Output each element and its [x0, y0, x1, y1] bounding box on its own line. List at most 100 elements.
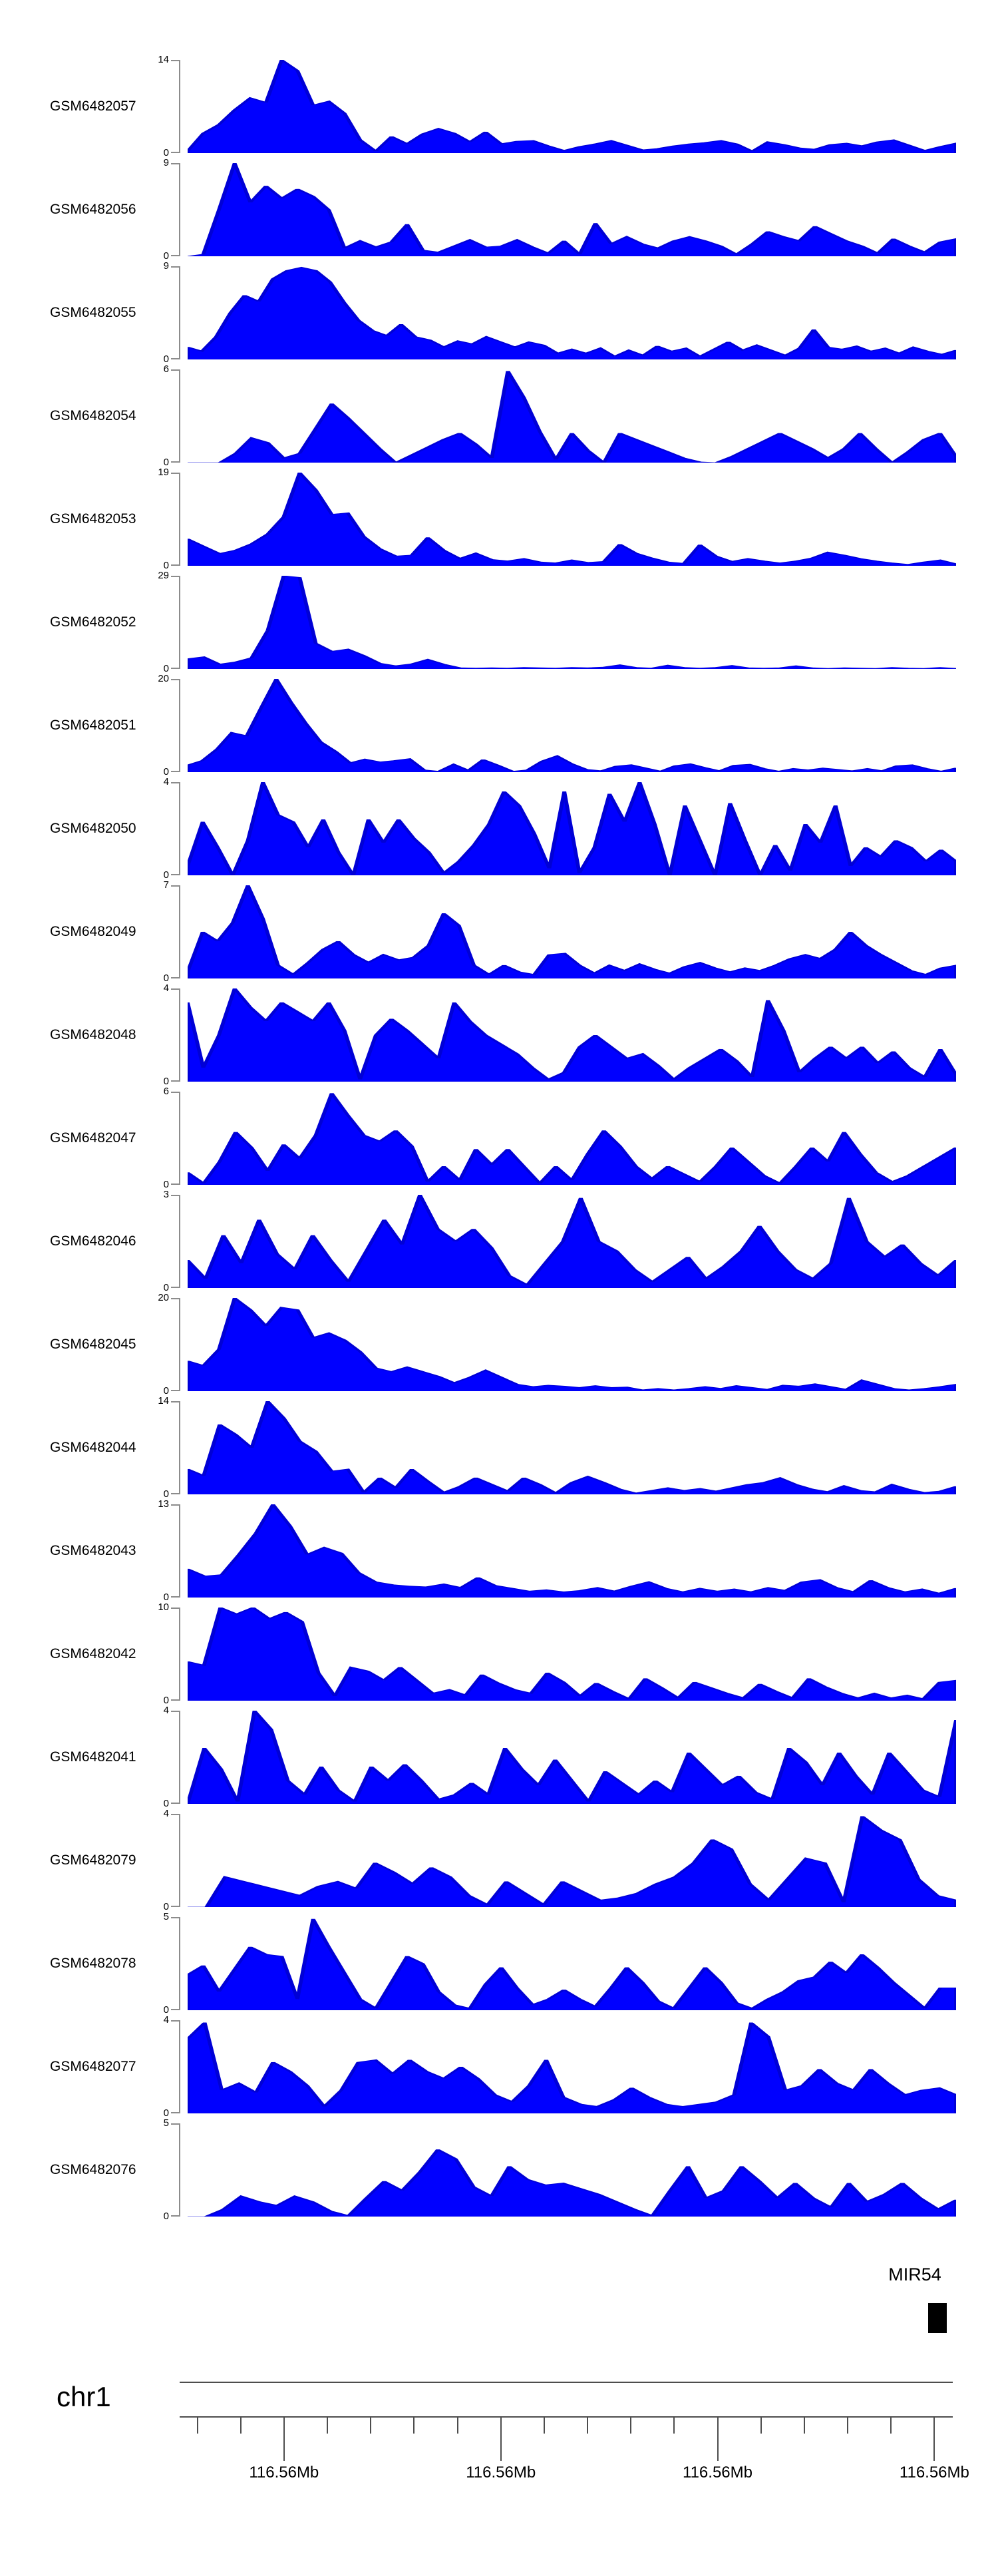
y-axis-bottom-tick: [171, 1287, 180, 1288]
y-axis-zero-label: 0: [163, 2004, 169, 2016]
y-axis-bottom-tick: [171, 255, 180, 256]
track-label: GSM6482045: [50, 1337, 136, 1352]
track-label: GSM6482053: [50, 511, 136, 527]
gene-annotation-label: MIR54: [888, 2264, 941, 2284]
coverage-area: [188, 2149, 956, 2217]
track-label: GSM6482048: [50, 1027, 136, 1042]
ruler-minor-tick: [803, 2417, 805, 2434]
coverage-area-plot: [188, 266, 956, 359]
coverage-area-plot: [188, 1504, 956, 1598]
y-axis-max-label: 4: [163, 1705, 169, 1716]
coverage-area: [188, 1504, 956, 1598]
y-axis-bottom-tick: [171, 1803, 180, 1804]
track-row: GSM6482041 4 0: [0, 1705, 998, 1814]
y-axis-line: [179, 988, 180, 1082]
y-axis-max-label: 4: [163, 1808, 169, 1819]
coverage-area-plot: [188, 782, 956, 875]
coverage-area-plot: [188, 2149, 956, 2217]
y-axis-max-label: 7: [163, 879, 169, 891]
y-axis-max-label: 19: [158, 467, 169, 478]
ruler-minor-tick: [543, 2417, 545, 2434]
track-label: GSM6482046: [50, 1233, 136, 1249]
y-axis-bottom-tick: [171, 2215, 180, 2217]
y-axis-max-label: 9: [163, 260, 169, 272]
chromosome-line: [180, 2382, 953, 2383]
y-axis-bottom-tick: [171, 1596, 180, 1598]
coverage-area: [188, 473, 956, 566]
y-axis-line: [179, 576, 180, 669]
coverage-area-plot: [188, 1093, 956, 1185]
y-axis-bottom-tick: [171, 358, 180, 359]
y-axis-zero-label: 0: [163, 353, 169, 365]
y-axis-max-label: 6: [163, 363, 169, 375]
track-label: GSM6482049: [50, 924, 136, 939]
ruler-line: [180, 2416, 953, 2418]
y-axis-top-tick: [171, 1401, 180, 1402]
track-row: GSM6482049 7 0: [0, 880, 998, 988]
y-axis-bottom-tick: [171, 564, 180, 566]
y-axis-top-tick: [171, 2123, 180, 2125]
y-axis-max-label: 14: [158, 54, 169, 65]
y-axis-top-tick: [171, 1504, 180, 1506]
ruler-minor-tick: [630, 2417, 632, 2434]
y-axis-top-tick: [171, 60, 180, 61]
y-axis-max-label: 5: [163, 2117, 169, 2129]
y-axis-top-tick: [171, 1092, 180, 1093]
y-axis-zero-label: 0: [163, 1695, 169, 1706]
y-axis-top-tick: [171, 1917, 180, 1918]
ruler-minor-tick: [847, 2417, 849, 2434]
y-axis-bottom-tick: [171, 1080, 180, 1082]
track-row: GSM6482053 19 0: [0, 467, 998, 576]
y-axis-zero-label: 0: [163, 2211, 169, 2222]
track-row: GSM6482046 3 0: [0, 1189, 998, 1298]
y-axis-line: [179, 2123, 180, 2217]
y-axis-bottom-tick: [171, 1390, 180, 1391]
coverage-area: [188, 163, 956, 256]
y-axis-top-tick: [171, 782, 180, 783]
track-label: GSM6482055: [50, 305, 136, 320]
track-label: GSM6482041: [50, 1749, 136, 1765]
ruler-major-tick: [717, 2417, 719, 2461]
y-axis-max-label: 10: [158, 1602, 169, 1613]
y-axis-line: [179, 1195, 180, 1288]
track-label: GSM6482076: [50, 2162, 136, 2177]
ruler-minor-tick: [327, 2417, 328, 2434]
y-axis-bottom-tick: [171, 771, 180, 772]
ruler-minor-tick: [673, 2417, 675, 2434]
coverage-area: [188, 1918, 956, 2010]
coverage-area: [188, 885, 956, 978]
chromosome-name: chr1: [57, 2381, 111, 2412]
y-axis-top-tick: [171, 1711, 180, 1712]
track-label: GSM6482079: [50, 1852, 136, 1868]
y-axis-bottom-tick: [171, 1493, 180, 1494]
y-axis-max-label: 6: [163, 1086, 169, 1097]
track-label: GSM6482054: [50, 408, 136, 423]
y-axis-bottom-tick: [171, 874, 180, 875]
coverage-area-plot: [188, 885, 956, 978]
y-axis-top-tick: [171, 988, 180, 990]
y-axis-top-tick: [171, 1195, 180, 1196]
ruler-tick-label: 116.56Mb: [466, 2464, 536, 2481]
coverage-area: [188, 1401, 956, 1494]
y-axis-bottom-tick: [171, 461, 180, 463]
y-axis-zero-label: 0: [163, 869, 169, 881]
y-axis-top-tick: [171, 576, 180, 577]
ruler-minor-tick: [240, 2417, 242, 2434]
y-axis-line: [179, 60, 180, 153]
y-axis-line: [179, 1504, 180, 1598]
track-row: GSM6482078 5 0: [0, 1912, 998, 2020]
ruler-tick-label: 116.56Mb: [683, 2464, 752, 2481]
coverage-area-plot: [188, 371, 956, 463]
track-row: GSM6482076 5 0: [0, 2118, 998, 2227]
coverage-area-plot: [188, 576, 956, 669]
y-axis-bottom-tick: [171, 1183, 180, 1185]
y-axis-top-tick: [171, 369, 180, 371]
ruler-major-tick: [933, 2417, 935, 2461]
gene-annotation-box: [928, 2303, 947, 2333]
ruler-minor-tick: [413, 2417, 415, 2434]
track-row: GSM6482043 13 0: [0, 1499, 998, 1608]
ruler-major-tick: [283, 2417, 285, 2461]
track-label: GSM6482051: [50, 718, 136, 733]
y-axis-zero-label: 0: [163, 1901, 169, 1912]
ruler-minor-tick: [760, 2417, 762, 2434]
